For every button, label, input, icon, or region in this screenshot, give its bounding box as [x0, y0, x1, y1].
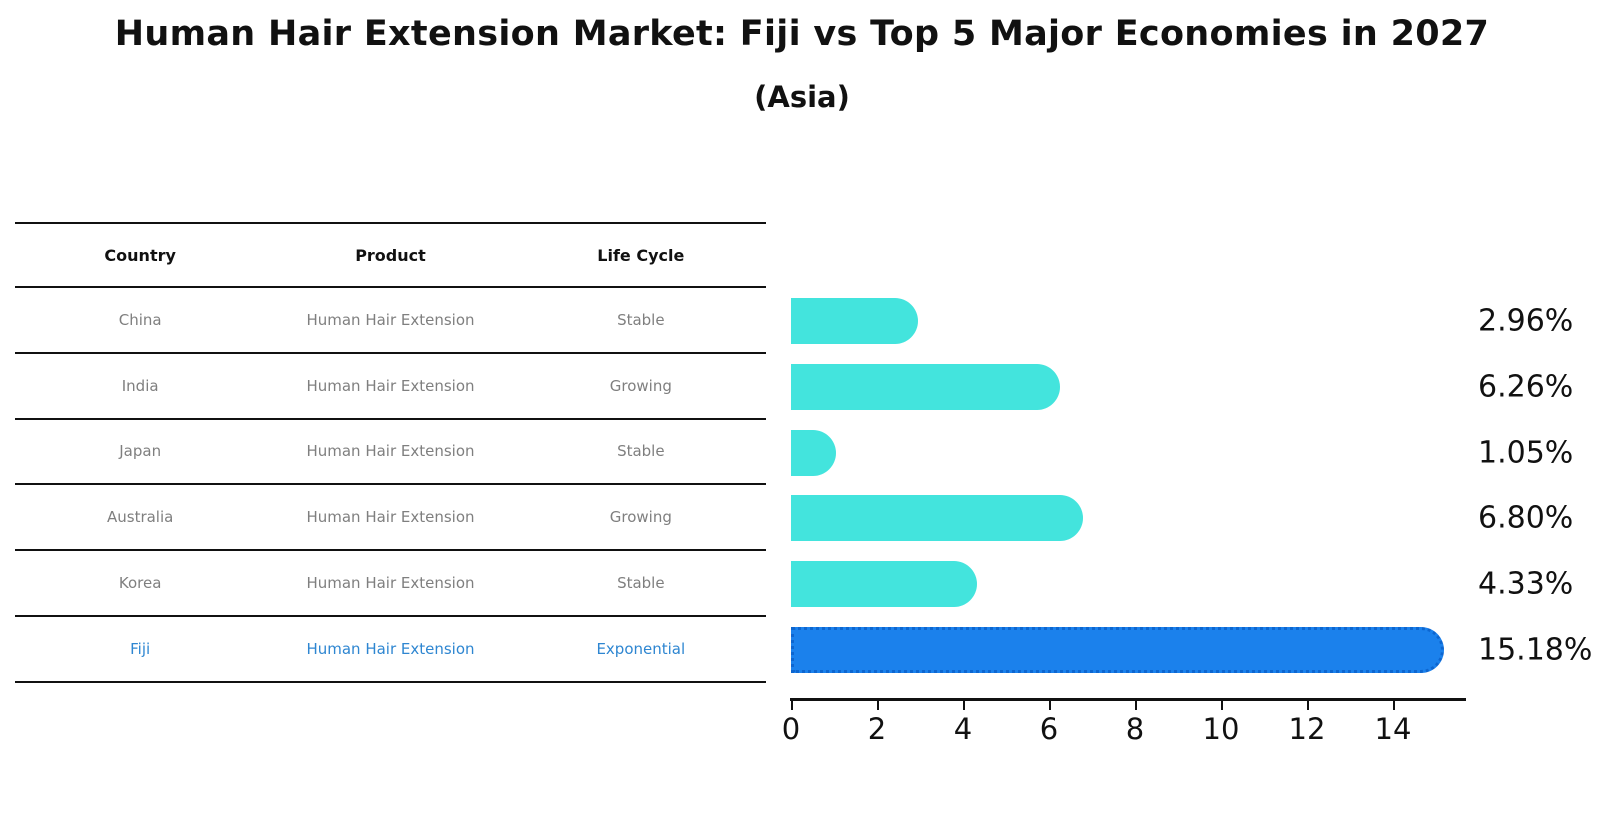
table-row-fiji: Fiji Human Hair Extension Exponential: [15, 617, 766, 683]
bar-korea: [791, 561, 978, 608]
x-tick-label-2: 2: [867, 712, 887, 746]
cell-life-cycle: Exponential: [596, 639, 686, 658]
table-row-china: China Human Hair Extension Stable: [15, 288, 766, 354]
bar-japan: [791, 429, 837, 476]
bar-fiji: [791, 626, 1444, 673]
chart-subtitle: (Asia): [754, 80, 850, 114]
chart-title: Human Hair Extension Market: Fiji vs Top…: [114, 14, 1490, 54]
cell-product: Human Hair Extension: [306, 508, 475, 527]
bar-china: [791, 297, 919, 344]
cell-country: Fiji: [130, 639, 151, 658]
value-label-korea: 4.33%: [1478, 566, 1574, 602]
x-tick-label-10: 10: [1202, 712, 1240, 746]
value-label-india: 6.26%: [1478, 369, 1574, 405]
x-tick-mark-4: [963, 701, 965, 710]
table-body: China Human Hair Extension Stable India Huma…: [15, 288, 766, 683]
cell-life-cycle: Growing: [609, 508, 672, 527]
column-header-product: Product: [355, 245, 426, 265]
value-label-australia: 6.80%: [1478, 500, 1574, 536]
cell-country: Australia: [106, 508, 174, 527]
cell-country: India: [121, 376, 159, 395]
cell-product: Human Hair Extension: [306, 310, 475, 329]
x-tick-label-8: 8: [1125, 712, 1145, 746]
x-tick-mark-12: [1307, 701, 1309, 710]
cell-life-cycle: Stable: [617, 310, 665, 329]
value-label-china: 2.96%: [1478, 303, 1574, 339]
table-row-japan: Japan Human Hair Extension Stable: [15, 420, 766, 486]
value-label-fiji: 15.18%: [1478, 632, 1593, 668]
x-tick-mark-6: [1049, 701, 1051, 710]
bar-india: [791, 363, 1061, 410]
cell-product: Human Hair Extension: [306, 442, 475, 461]
value-label-japan: 1.05%: [1478, 435, 1574, 470]
table-header-row: Country Product Life Cycle: [15, 224, 766, 288]
country-info-table: Country Product Life Cycle China Human Ha…: [15, 222, 766, 683]
cell-life-cycle: Stable: [617, 574, 665, 593]
cell-product: Human Hair Extension: [306, 639, 475, 658]
x-tick-label-4: 4: [953, 712, 973, 746]
cell-country: Korea: [118, 574, 162, 593]
x-tick-label-6: 6: [1039, 712, 1059, 746]
cell-country: China: [118, 310, 162, 329]
column-header-life-cycle: Life Cycle: [597, 245, 685, 265]
cell-country: Japan: [119, 442, 162, 461]
x-tick-mark-2: [877, 701, 879, 710]
cell-product: Human Hair Extension: [306, 376, 475, 395]
cell-life-cycle: Growing: [609, 376, 672, 395]
table-row-india: India Human Hair Extension Growing: [15, 354, 766, 420]
cell-product: Human Hair Extension: [306, 574, 475, 593]
x-tick-mark-14: [1393, 701, 1395, 710]
cell-life-cycle: Stable: [617, 442, 665, 461]
table-row-australia: Australia Human Hair Extension Growing: [15, 485, 766, 552]
x-tick-label-0: 0: [781, 712, 801, 746]
column-header-country: Country: [104, 245, 176, 265]
table-row-korea: Korea Human Hair Extension Stable: [15, 551, 766, 617]
x-tick-label-12: 12: [1288, 712, 1326, 746]
bar-australia: [791, 495, 1084, 542]
x-tick-label-14: 14: [1374, 712, 1412, 746]
x-tick-mark-10: [1221, 701, 1223, 710]
x-tick-mark-0: [791, 701, 793, 710]
x-tick-mark-8: [1135, 701, 1137, 710]
x-axis-line: [790, 698, 1466, 701]
